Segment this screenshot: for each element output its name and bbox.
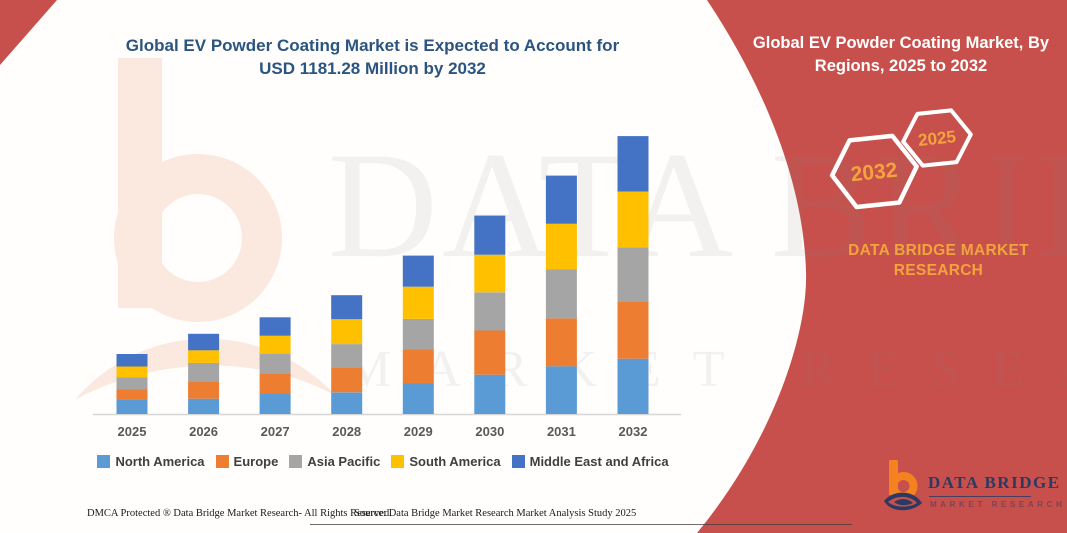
hexagon-2032 (829, 133, 919, 210)
databridge-logo: DATA BRIDGE MARKET RESEARCH (884, 458, 1062, 519)
bar-segment-2025-south-america (116, 366, 148, 378)
bar-segment-2032-middle-east-and-africa (617, 136, 649, 192)
bar-segment-2029-north-america (402, 383, 434, 414)
bar-segment-2032-europe (617, 301, 649, 359)
chart-area (85, 125, 685, 425)
chart-svg (93, 136, 681, 416)
legend-item-north-america: North America (97, 454, 205, 469)
bar-segment-2032-south-america (617, 191, 649, 248)
logo-name: DATA BRIDGE (928, 473, 1061, 492)
legend-label: North America (115, 454, 205, 469)
bar-segment-2027-south-america (259, 335, 291, 354)
bar-segment-2031-north-america (545, 366, 577, 414)
x-axis-label-2026: 2026 (189, 424, 219, 439)
legend-swatch (97, 455, 111, 468)
dmca-text: DMCA Protected ® Data Bridge Market Rese… (87, 508, 392, 519)
logo-underline (929, 496, 1031, 497)
legend-label: Europe (233, 454, 279, 469)
legend-label: Middle East and Africa (529, 454, 669, 469)
x-axis-label-2029: 2029 (403, 424, 433, 439)
bar-segment-2032-north-america (617, 358, 649, 414)
bar-segment-2026-asia-pacific (188, 362, 220, 382)
bar-segment-2026-south-america (188, 350, 220, 363)
x-axis-labels: 2025 2026 2027 2028 2029 2030 2031 2032 (85, 424, 685, 442)
bar-segment-2027-europe (259, 374, 291, 394)
bar-segment-2030-north-america (474, 374, 506, 414)
x-axis-label-2028: 2028 (332, 424, 362, 439)
legend-item-south-america: South America (391, 454, 501, 469)
bar-segment-2029-south-america (402, 286, 434, 319)
chart-title: Global EV Powder Coating Market is Expec… (85, 34, 660, 80)
bar-segment-2029-middle-east-and-africa (402, 255, 434, 287)
bar-segment-2030-europe (474, 330, 506, 375)
bar-segment-2028-south-america (331, 319, 363, 345)
chart-legend: North America Europe Asia Pacific South Ame… (88, 454, 678, 469)
bar-segment-2027-middle-east-and-africa (259, 317, 291, 336)
legend-item-middle-east-and-africa: Middle East and Africa (511, 454, 669, 469)
hexagon-2025-label: 2025 (917, 127, 957, 150)
bar-segment-2031-south-america (545, 223, 577, 270)
bar-segment-2028-europe (331, 367, 363, 393)
bar-segment-2028-middle-east-and-africa (331, 295, 363, 320)
chart-title-line2: USD 1181.28 Million by 2032 (259, 59, 486, 78)
legend-label: South America (409, 454, 501, 469)
bar-segment-2025-europe (116, 389, 148, 400)
legend-swatch (391, 455, 405, 468)
bar-segment-2031-asia-pacific (545, 269, 577, 319)
bar-segment-2026-middle-east-and-africa (188, 333, 220, 351)
legend-swatch (511, 455, 525, 468)
bar-segment-2028-asia-pacific (331, 344, 363, 368)
brand-text: DATA BRIDGE MARKET RESEARCH (848, 242, 1029, 279)
legend-swatch (289, 455, 303, 468)
corner-triangle-decoration (0, 0, 57, 65)
bar-segment-2025-north-america (116, 399, 148, 414)
legend-item-europe: Europe (215, 454, 279, 469)
bar-segment-2026-europe (188, 381, 220, 399)
year-hexagons: 2032 2025 (829, 108, 973, 210)
logo-subtitle: MARKET RESEARCH (930, 500, 1066, 509)
bar-segment-2030-middle-east-and-africa (474, 215, 506, 255)
legend-label: Asia Pacific (307, 454, 381, 469)
bar-segment-2025-middle-east-and-africa (116, 354, 148, 367)
bar-segment-2031-europe (545, 318, 577, 367)
bar-segment-2027-north-america (259, 394, 291, 414)
hexagon-2032-label: 2032 (850, 159, 899, 187)
x-axis-label-2030: 2030 (475, 424, 505, 439)
bar-segment-2030-south-america (474, 254, 506, 293)
bar-segment-2032-asia-pacific (617, 247, 649, 302)
legend-swatch (215, 455, 229, 468)
bar-segment-2029-europe (402, 349, 434, 384)
bar-segment-2029-asia-pacific (402, 318, 434, 349)
x-axis-label-2032: 2032 (618, 424, 648, 439)
bar-segment-2025-asia-pacific (116, 377, 148, 389)
databridge-logo-icon (884, 460, 922, 511)
legend-item-asia-pacific: Asia Pacific (289, 454, 380, 469)
bottom-border-line (310, 524, 852, 525)
bars-group (116, 136, 649, 414)
x-axis-label-2027: 2027 (260, 424, 290, 439)
hexagon-2025 (901, 108, 973, 168)
x-axis-label-2025: 2025 (117, 424, 147, 439)
source-text: Source: Data Bridge Market Research Mark… (354, 508, 637, 519)
bar-segment-2028-north-america (331, 392, 363, 414)
bar-segment-2026-north-america (188, 398, 220, 414)
bar-segment-2030-asia-pacific (474, 292, 506, 331)
bar-segment-2031-middle-east-and-africa (545, 175, 577, 224)
x-axis-label-2031: 2031 (546, 424, 576, 439)
bar-segment-2027-asia-pacific (259, 354, 291, 374)
panel-title: Global EV Powder Coating Market, By Regi… (752, 34, 1050, 75)
chart-title-line1: Global EV Powder Coating Market is Expec… (125, 36, 620, 55)
